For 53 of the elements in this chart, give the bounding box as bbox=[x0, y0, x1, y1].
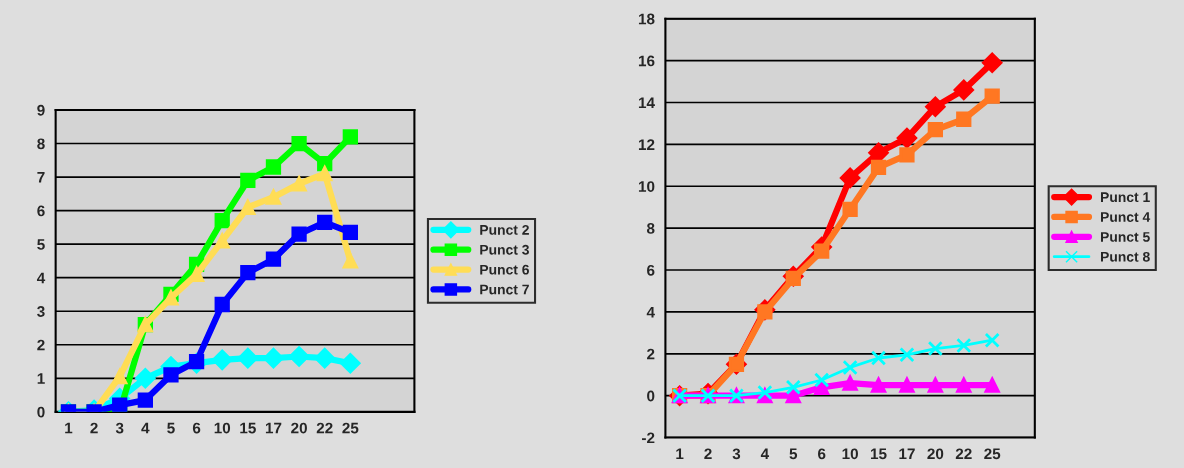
y-tick-label: 18 bbox=[638, 13, 655, 25]
x-tick-label: 4 bbox=[141, 422, 150, 434]
x-tick-label: 6 bbox=[192, 422, 201, 434]
y-tick-label: 8 bbox=[646, 223, 655, 234]
x-tick-label: 2 bbox=[704, 448, 712, 460]
y-tick-label: 3 bbox=[37, 306, 45, 317]
x-tick-label: 15 bbox=[870, 448, 887, 460]
y-tick-label: 0 bbox=[37, 406, 45, 418]
y-tick-label: -2 bbox=[642, 432, 655, 444]
y-tick-label: 7 bbox=[37, 172, 45, 183]
x-tick-label: 1 bbox=[676, 448, 684, 460]
legend-label: Punct 5 bbox=[1100, 232, 1150, 242]
y-tick-label: 4 bbox=[646, 306, 655, 318]
x-tick-label: 15 bbox=[240, 422, 256, 434]
legend-label: Punct 4 bbox=[1100, 212, 1151, 222]
y-tick-label: 10 bbox=[638, 181, 655, 192]
x-tick-label: 5 bbox=[167, 422, 175, 434]
y-tick-label: 14 bbox=[638, 97, 655, 109]
legend-label: Punct 2 bbox=[480, 224, 529, 235]
y-tick-label: 9 bbox=[37, 104, 45, 116]
x-tick-label: 20 bbox=[927, 448, 944, 460]
x-tick-label: 2 bbox=[90, 422, 98, 434]
x-tick-label: 10 bbox=[842, 448, 858, 460]
x-tick-label: 22 bbox=[316, 422, 333, 434]
x-tick-label: 17 bbox=[265, 422, 282, 434]
x-tick-label: 25 bbox=[342, 422, 359, 434]
x-tick-label: 10 bbox=[214, 422, 231, 434]
y-tick-label: 6 bbox=[647, 264, 655, 276]
y-tick-label: 16 bbox=[638, 55, 655, 67]
y-tick-label: 0 bbox=[647, 390, 655, 402]
y-tick-label: 8 bbox=[37, 138, 45, 150]
x-tick-label: 25 bbox=[984, 448, 1001, 460]
legend-label: Punct 1 bbox=[1100, 192, 1150, 203]
y-tick-label: 2 bbox=[37, 339, 45, 351]
legend-label: Punct 3 bbox=[480, 244, 529, 255]
y-tick-label: 12 bbox=[638, 139, 655, 150]
legend-label: Punct 6 bbox=[480, 264, 529, 275]
x-tick-label: 3 bbox=[115, 422, 124, 434]
y-tick-label: 6 bbox=[37, 205, 45, 217]
x-tick-label: 6 bbox=[818, 448, 826, 460]
y-tick-label: 2 bbox=[647, 348, 655, 360]
y-tick-label: 1 bbox=[37, 373, 45, 384]
x-tick-label: 3 bbox=[732, 448, 741, 460]
x-tick-label: 5 bbox=[789, 448, 798, 460]
y-tick-label: 4 bbox=[36, 272, 46, 284]
x-tick-label: 1 bbox=[65, 422, 73, 434]
legend-label: Punct 7 bbox=[480, 284, 529, 295]
x-tick-label: 4 bbox=[760, 448, 770, 460]
x-tick-label: 22 bbox=[955, 448, 972, 460]
y-tick-label: 5 bbox=[37, 239, 45, 250]
legend-label: Punct 8 bbox=[1100, 251, 1150, 262]
x-tick-label: 17 bbox=[899, 448, 915, 460]
x-tick-label: 20 bbox=[291, 422, 307, 434]
